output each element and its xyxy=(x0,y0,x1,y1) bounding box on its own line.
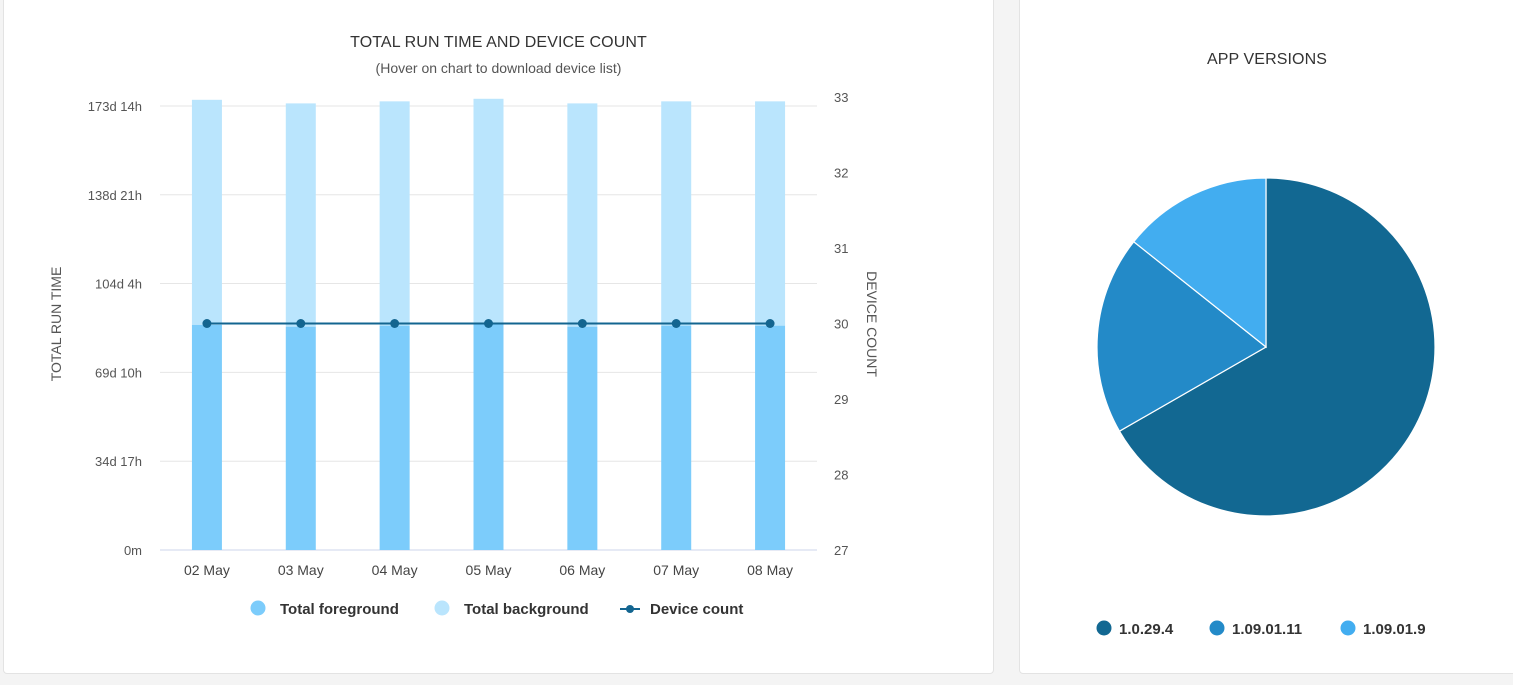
y2-tick-label: 30 xyxy=(834,317,848,332)
bar-total-foreground[interactable] xyxy=(379,325,410,550)
bar-total-background[interactable] xyxy=(191,99,222,325)
pie-legend-item[interactable]: 1.09.01.9 xyxy=(1340,620,1426,639)
bar-total-foreground[interactable] xyxy=(567,326,598,550)
device-count-point[interactable] xyxy=(390,319,400,328)
bar-total-background[interactable] xyxy=(473,98,504,325)
legend-label: 1.09.01.9 xyxy=(1363,621,1426,638)
pie-legend-item[interactable]: 1.0.29.4 xyxy=(1096,620,1174,639)
y-tick-label: 34d 17h xyxy=(95,454,142,469)
bar-total-background[interactable] xyxy=(661,101,692,326)
legend-item[interactable]: Total background xyxy=(434,600,589,619)
y-tick-label: 69d 10h xyxy=(95,365,142,380)
bar-total-foreground[interactable] xyxy=(755,325,786,550)
bar-total-background[interactable] xyxy=(755,101,786,326)
y-tick-label: 173d 14h xyxy=(88,99,142,114)
runtime-chart-title: TOTAL RUN TIME AND DEVICE COUNT xyxy=(350,34,647,51)
x-tick-label: 04 May xyxy=(372,562,418,578)
x-axis-ticks: 02 May 03 May 04 May 05 May 06 May 07 May 08 M… xyxy=(184,562,793,578)
x-tick-label: 06 May xyxy=(559,562,605,578)
device-count-point[interactable] xyxy=(296,319,306,328)
bar-total-foreground[interactable] xyxy=(285,326,316,550)
legend-swatch xyxy=(250,600,266,616)
x-tick-label: 03 May xyxy=(278,562,324,578)
legend-label: 1.0.29.4 xyxy=(1119,621,1174,638)
pie-legend-item[interactable]: 1.09.01.11 xyxy=(1209,620,1303,639)
pie-slice[interactable] xyxy=(1118,177,1436,517)
pie-legend[interactable]: 1.0.29.4 1.09.01.11 1.09.01.9 xyxy=(1096,620,1426,639)
y2-tick-label: 29 xyxy=(834,392,848,407)
bar-total-background[interactable] xyxy=(567,103,598,327)
legend-swatch xyxy=(1340,620,1356,636)
legend-swatch xyxy=(626,605,634,613)
app-versions-chart[interactable]: 1.0.29.4 1.09.01.11 1.09.01.9 xyxy=(1020,0,1513,685)
pie-slices[interactable] xyxy=(1096,177,1436,517)
y2-tick-label: 33 xyxy=(834,90,848,105)
legend-label: Device count xyxy=(650,601,743,618)
y-axis-right-label: DEVICE COUNT xyxy=(864,271,880,377)
legend-swatch xyxy=(1096,620,1112,636)
y2-tick-label: 27 xyxy=(834,543,848,558)
bar-total-foreground[interactable] xyxy=(473,324,504,550)
y-tick-label: 138d 21h xyxy=(88,188,142,203)
y-axis-left-ticks: 0m 34d 17h 69d 10h 104d 4h 138d 21h 173d 14h xyxy=(88,99,142,558)
y2-tick-label: 32 xyxy=(834,166,848,181)
legend-item[interactable]: Device count xyxy=(620,601,743,618)
x-tick-label: 08 May xyxy=(747,562,793,578)
y-tick-label: 104d 4h xyxy=(95,277,142,292)
device-count-point[interactable] xyxy=(484,319,493,328)
device-count-point[interactable] xyxy=(765,319,775,328)
pie-slice[interactable] xyxy=(1132,177,1267,349)
legend-label: 1.09.01.11 xyxy=(1232,621,1302,638)
bar-total-foreground[interactable] xyxy=(191,324,222,550)
legend-label: Total background xyxy=(464,601,589,618)
bar-total-background[interactable] xyxy=(285,103,316,327)
x-tick-label: 07 May xyxy=(653,562,699,578)
device-count-series[interactable] xyxy=(202,319,775,328)
device-count-point[interactable] xyxy=(671,319,681,328)
y-axis-right-ticks: 27 28 29 30 31 32 33 xyxy=(834,90,848,558)
bar-total-foreground[interactable] xyxy=(661,325,692,550)
device-count-point[interactable] xyxy=(202,319,212,328)
runtime-legend[interactable]: Total foreground Total background Device c… xyxy=(250,600,744,619)
bar-series[interactable] xyxy=(191,98,786,550)
y2-tick-label: 31 xyxy=(834,241,848,256)
legend-item[interactable]: Total foreground xyxy=(250,600,399,619)
x-tick-label: 02 May xyxy=(184,562,230,578)
y-axis-left-label: TOTAL RUN TIME xyxy=(48,267,64,382)
runtime-chart-subtitle: (Hover on chart to download device list) xyxy=(375,60,622,76)
y-tick-label: 0m xyxy=(124,543,142,558)
device-count-point[interactable] xyxy=(577,319,587,328)
bar-total-background[interactable] xyxy=(379,101,410,326)
app-versions-title: APP VERSIONS xyxy=(1206,51,1328,68)
legend-label: Total foreground xyxy=(280,601,399,618)
x-tick-label: 05 May xyxy=(466,562,512,578)
y2-tick-label: 28 xyxy=(834,468,848,483)
pie-slice[interactable] xyxy=(1096,240,1268,433)
legend-swatch xyxy=(434,600,450,616)
legend-swatch xyxy=(1209,620,1225,636)
